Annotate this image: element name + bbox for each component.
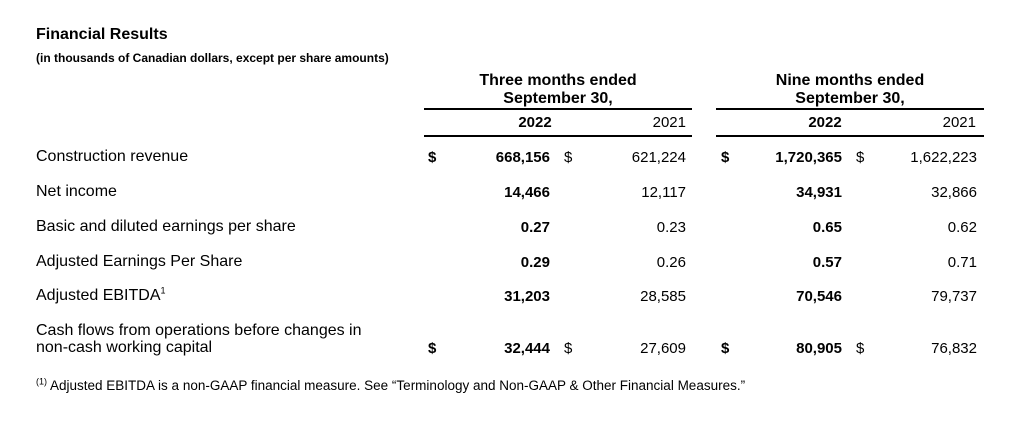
nine-months-bottom-rule bbox=[716, 135, 984, 137]
row-label-adjusted-ebitda: Adjusted EBITDA1 bbox=[36, 285, 166, 305]
three-months-top-rule bbox=[424, 108, 692, 110]
cell-nine-2022: 70,546 bbox=[796, 288, 842, 305]
cell-three-2022: 14,466 bbox=[504, 184, 550, 201]
row-label-cash-flows-line1: Cash flows from operations before change… bbox=[36, 322, 362, 339]
cell-three-2022: 32,444 bbox=[504, 340, 550, 357]
dollar-sign: $ bbox=[428, 340, 437, 357]
footnote: (1) Adjusted EBITDA is a non-GAAP financ… bbox=[36, 376, 746, 393]
three-months-bottom-rule bbox=[424, 135, 692, 137]
row-label-cash-flows-line2: non-cash working capital bbox=[36, 339, 213, 356]
cell-nine-2021: 32,866 bbox=[931, 184, 977, 201]
nine-months-header: Nine months ended September 30, bbox=[716, 72, 984, 108]
dollar-sign: $ bbox=[721, 149, 730, 166]
cell-nine-2022: 80,905 bbox=[796, 340, 842, 357]
cell-three-2021: 27,609 bbox=[640, 340, 686, 357]
cell-three-2022: 0.27 bbox=[520, 219, 550, 236]
nine-months-header-line1: Nine months ended bbox=[775, 72, 925, 89]
nine-months-header-line2: September 30, bbox=[795, 90, 905, 107]
cell-three-2022: 0.29 bbox=[520, 254, 550, 271]
cell-three-2021: 0.23 bbox=[656, 219, 686, 236]
dollar-sign: $ bbox=[564, 340, 573, 357]
cell-nine-2022: 0.57 bbox=[812, 254, 842, 271]
three-months-header-line1: Three months ended bbox=[479, 72, 637, 89]
three-months-year-prior: 2021 bbox=[652, 114, 686, 131]
dollar-sign: $ bbox=[428, 149, 437, 166]
page-subtitle: (in thousands of Canadian dollars, excep… bbox=[36, 51, 389, 65]
dollar-sign: $ bbox=[856, 340, 865, 357]
nine-months-year-current: 2022 bbox=[808, 114, 842, 131]
dollar-sign: $ bbox=[564, 149, 573, 166]
row-label-adjusted-eps: Adjusted Earnings Per Share bbox=[36, 253, 243, 270]
footnote-text: Adjusted EBITDA is a non-GAAP financial … bbox=[47, 378, 746, 393]
footnote-number: (1) bbox=[36, 376, 47, 387]
row-label-construction-revenue: Construction revenue bbox=[36, 148, 189, 165]
dollar-sign: $ bbox=[856, 149, 865, 166]
cell-nine-2022: 34,931 bbox=[796, 184, 842, 201]
cell-nine-2022: 1,720,365 bbox=[775, 149, 842, 166]
nine-months-year-prior: 2021 bbox=[942, 114, 976, 131]
row-label-text: Adjusted EBITDA bbox=[36, 287, 161, 304]
cell-nine-2021: 1,622,223 bbox=[910, 149, 977, 166]
cell-nine-2022: 0.65 bbox=[812, 219, 842, 236]
cell-three-2021: 621,224 bbox=[631, 149, 686, 166]
cell-three-2022: 31,203 bbox=[504, 288, 550, 305]
page-title: Financial Results bbox=[36, 26, 168, 43]
nine-months-top-rule bbox=[716, 108, 984, 110]
row-label-basic-diluted-eps: Basic and diluted earnings per share bbox=[36, 218, 296, 235]
three-months-header-line2: September 30, bbox=[503, 90, 613, 107]
row-label-net-income: Net income bbox=[36, 183, 117, 200]
footnote-marker: 1 bbox=[160, 285, 166, 296]
three-months-year-current: 2022 bbox=[518, 114, 552, 131]
cell-three-2021: 28,585 bbox=[640, 288, 686, 305]
cell-nine-2021: 0.62 bbox=[947, 219, 977, 236]
dollar-sign: $ bbox=[721, 340, 730, 357]
cell-three-2021: 0.26 bbox=[656, 254, 686, 271]
cell-nine-2021: 79,737 bbox=[931, 288, 977, 305]
cell-three-2021: 12,117 bbox=[641, 184, 686, 201]
three-months-header: Three months ended September 30, bbox=[424, 72, 692, 108]
cell-three-2022: 668,156 bbox=[495, 149, 550, 166]
cell-nine-2021: 0.71 bbox=[947, 254, 977, 271]
cell-nine-2021: 76,832 bbox=[931, 340, 977, 357]
